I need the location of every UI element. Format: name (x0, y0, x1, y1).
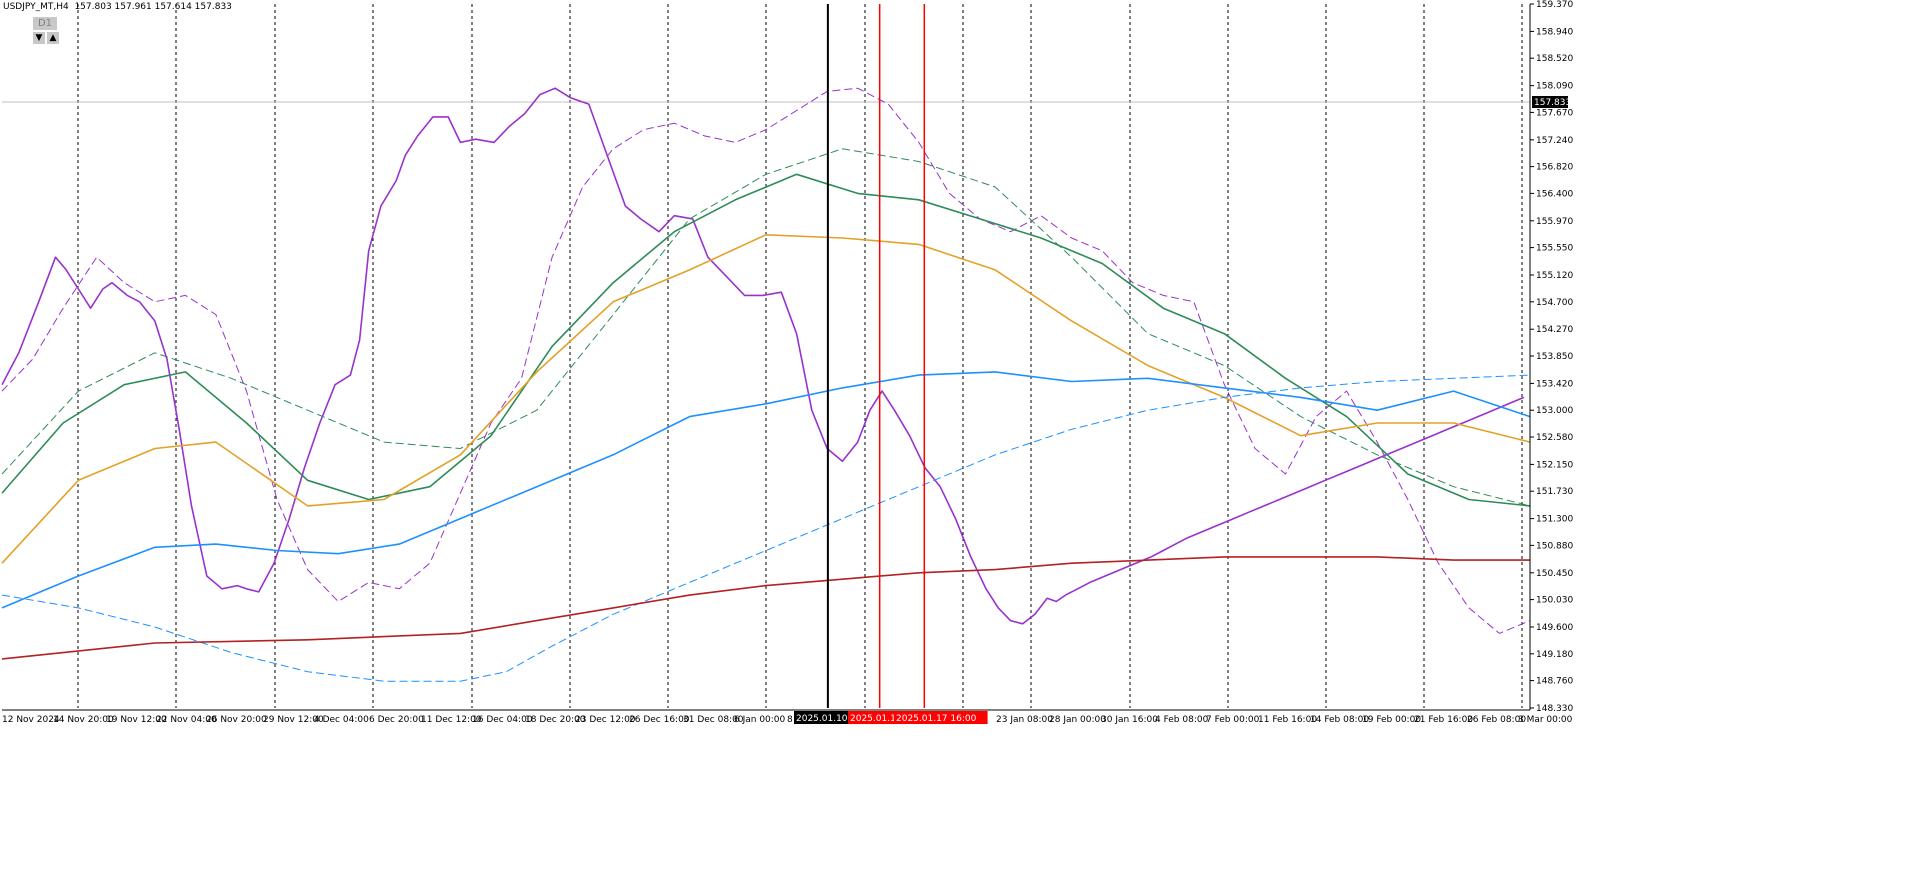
time-tick-label: 26 Nov 20:00 (206, 715, 267, 725)
price-tick-label: 154.270 (1536, 325, 1573, 335)
price-tick-label: 148.330 (1536, 704, 1573, 714)
price-tick-label: 155.550 (1536, 244, 1573, 254)
time-tick-label: 6 Dec 20:00 (369, 715, 424, 725)
price-tick-label: 154.700 (1536, 298, 1573, 308)
time-tick-label: 7 Feb 00:00 (1206, 715, 1260, 725)
series-line-4 (1, 234, 1531, 564)
time-tick-label: 4 Dec 04:00 (314, 715, 369, 725)
time-tick-label: 18 Dec 20:00 (525, 715, 586, 725)
time-tick-label: 19 Nov 12:00 (106, 715, 167, 725)
time-tick-label: 11 Dec 12:00 (421, 715, 482, 725)
price-tick-label: 159.370 (1536, 0, 1573, 10)
time-tick-label: 26 Feb 08:00 (1467, 715, 1526, 725)
time-tick-label: 14 Nov 20:00 (53, 715, 114, 725)
time-tick-label: 14 Feb 08:00 (1310, 715, 1369, 725)
axes (2, 4, 1531, 711)
price-tick-label: 158.940 (1536, 27, 1573, 37)
price-tick-label: 153.850 (1536, 352, 1573, 362)
price-tick-label: 151.730 (1536, 487, 1573, 497)
marker-badge-label: 2025.01.15 ( (850, 714, 908, 724)
time-tick-label: 30 Jan 16:00 (1101, 715, 1158, 725)
time-tick-label: 12 Nov 2024 (2, 715, 60, 725)
price-axis: 159.370 158.940 158.520 158.090 157.670 157.2… (1530, 0, 1573, 714)
series-line-1 (1, 87, 1531, 634)
price-tick-label: 157.670 (1536, 108, 1573, 118)
time-tick-label: 11 Feb 16:00 (1258, 715, 1317, 725)
time-tick-label: 6 Jan 00:00 (734, 715, 786, 725)
marker-badge-label: 2025.01.10 16 (796, 714, 862, 724)
price-tick-label: 149.180 (1536, 650, 1573, 660)
price-tick-label: 155.120 (1536, 271, 1573, 281)
timeframe-button[interactable]: D1 (33, 17, 57, 30)
price-tick-label: 156.400 (1536, 189, 1573, 199)
series-lines (1, 87, 1531, 682)
time-tick-label: 21 Feb 16:00 (1414, 715, 1473, 725)
price-tick-label: 153.420 (1536, 379, 1573, 389)
price-tick-label: 150.030 (1536, 596, 1573, 606)
grid-lines (2, 4, 1530, 708)
time-tick-label: 19 Feb 00:00 (1362, 715, 1421, 725)
time-tick-label: 28 Jan 00:00 (1049, 715, 1106, 725)
price-tick-label: 152.150 (1536, 460, 1573, 470)
price-tick-label: 148.760 (1536, 677, 1573, 687)
time-markers (826, 4, 926, 708)
time-tick-label: 8 (787, 715, 793, 725)
time-tick-label: 16 Dec 04:00 (472, 715, 533, 725)
symbol-info-label: USDJPY_MT,H4 157.803 157.961 157.614 157… (3, 2, 232, 12)
current-price-label: 157.833 (1534, 98, 1571, 108)
price-tick-label: 149.600 (1536, 623, 1573, 633)
series-line-7 (1, 556, 1530, 660)
time-tick-label: 29 Nov 12:00 (263, 715, 324, 725)
scroll-up-button[interactable]: ▲ (47, 32, 59, 44)
time-tick-label: 3 Mar 00:00 (1518, 715, 1573, 725)
current-price-badge (1532, 96, 1568, 109)
price-tick-label: 151.300 (1536, 515, 1573, 525)
series-line-2 (1, 173, 1531, 507)
price-tick-label: 152.580 (1536, 433, 1573, 443)
price-tick-label: 158.090 (1536, 82, 1573, 92)
price-tick-label: 157.240 (1536, 136, 1573, 146)
price-tick-label: 156.820 (1536, 163, 1573, 173)
time-tick-label: 22 Nov 04:00 (156, 715, 217, 725)
time-tick-label: 31 Dec 08:00 (683, 715, 744, 725)
series-line-6 (1, 374, 1531, 682)
time-tick-label: 23 Dec 12:00 (575, 715, 636, 725)
marker-badge-2 (894, 711, 988, 724)
price-tick-label: 155.970 (1536, 217, 1573, 227)
series-line-0 (1, 87, 1525, 625)
marker-badge-label: 2025.01.17 16:00 (896, 714, 977, 724)
time-tick-label: 4 Feb 08:00 (1155, 715, 1209, 725)
time-tick-label: 26 Dec 16:00 (629, 715, 690, 725)
time-tick-label: 23 Jan 08:00 (996, 715, 1053, 725)
price-tick-label: 158.520 (1536, 54, 1573, 64)
series-line-3 (1, 148, 1531, 507)
price-tick-label: 150.450 (1536, 569, 1573, 579)
scroll-down-button[interactable]: ▼ (33, 32, 45, 44)
price-tick-label: 153.000 (1536, 406, 1573, 416)
price-tick-label: 150.880 (1536, 541, 1573, 551)
